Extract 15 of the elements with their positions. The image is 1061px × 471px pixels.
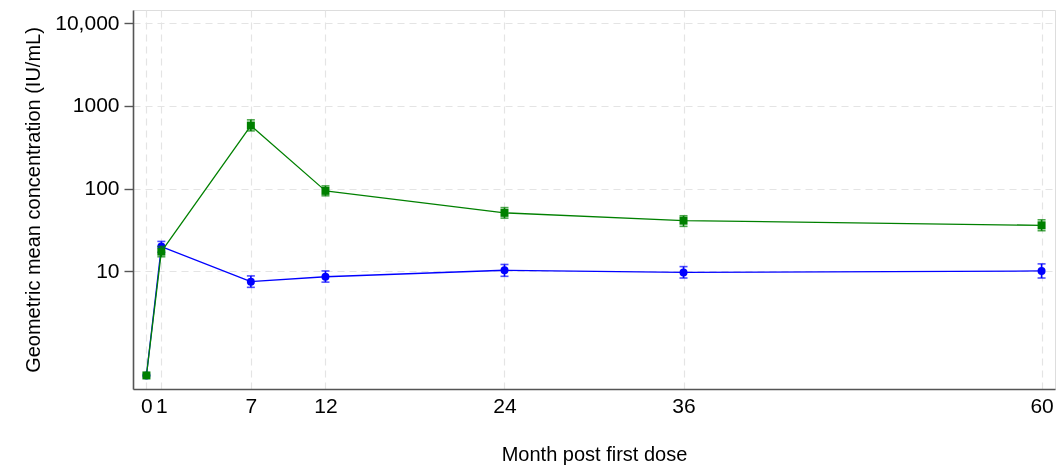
point xyxy=(1037,266,1046,275)
point xyxy=(246,277,255,286)
y-tick-label: 1000 xyxy=(72,93,120,117)
y-axis-title: Geometric mean concentration (IU/mL) xyxy=(22,27,45,373)
x-tick-label: 7 xyxy=(245,393,258,417)
x-tick-label: 60 xyxy=(1030,393,1054,417)
x-tick-label: 0 xyxy=(141,393,153,417)
y-tick-label: 10,000 xyxy=(55,10,120,34)
x-tick-label: 1 xyxy=(156,393,168,417)
y-tick-label: 100 xyxy=(84,176,120,200)
y-tick-label: 10 xyxy=(96,258,120,282)
x-axis-title: Month post first dose xyxy=(501,442,688,465)
x-tick-label: 12 xyxy=(314,393,338,417)
x-tick-label: 36 xyxy=(672,393,696,417)
x-tick-label: 24 xyxy=(493,393,517,417)
